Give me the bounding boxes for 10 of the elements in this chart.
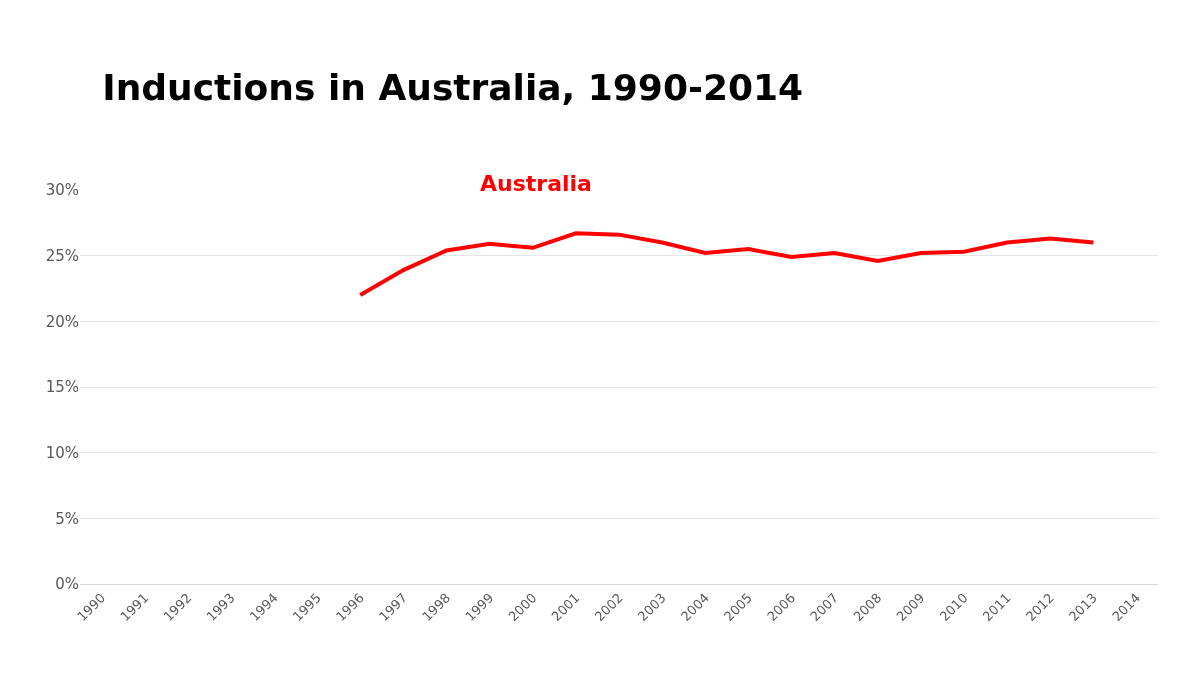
line-series [358, 231, 1096, 298]
y-tick-label: 15% [45, 378, 79, 397]
series-label: Australia [480, 171, 592, 196]
y-tick-label: 10% [45, 443, 79, 462]
y-tick-label: 30% [45, 181, 79, 200]
y-tick-label: 0% [55, 575, 79, 594]
y-tick-label: 25% [45, 246, 79, 265]
chart-title: Inductions in Australia, 1990-2014 [102, 67, 804, 109]
y-tick-label: 20% [45, 312, 79, 331]
y-tick-label: 5% [55, 509, 79, 528]
